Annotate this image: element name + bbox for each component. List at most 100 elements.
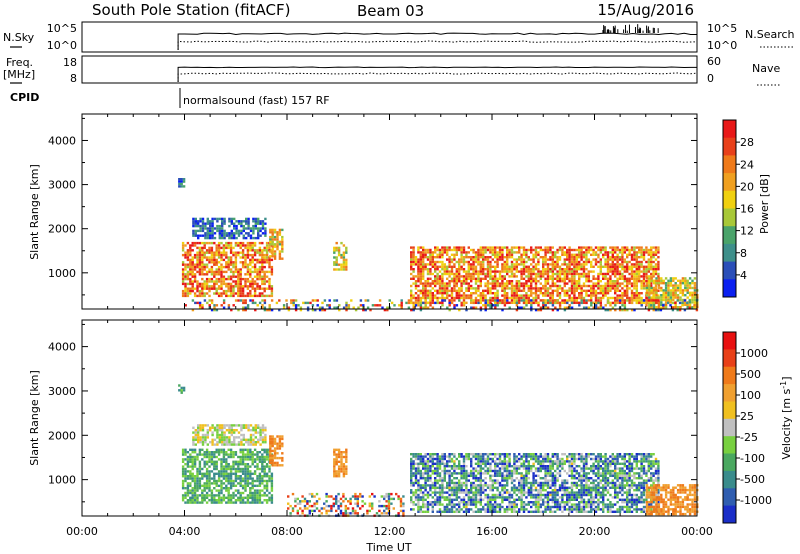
heatmap-cell xyxy=(465,474,468,477)
heatmap-cell xyxy=(657,251,660,254)
heatmap-cell xyxy=(216,217,219,221)
heatmap-cell xyxy=(269,240,272,244)
heatmap-cell xyxy=(333,299,336,302)
heatmap-cell xyxy=(506,248,509,252)
heatmap-cell xyxy=(273,464,277,467)
heatmap-cell xyxy=(448,484,451,487)
heatmap-cell xyxy=(223,424,226,427)
heatmap-cell xyxy=(184,496,187,499)
heatmap-cell xyxy=(532,296,535,300)
heatmap-cell xyxy=(198,251,202,254)
heatmap-cell xyxy=(530,268,533,271)
colorbar-tick-label: 4 xyxy=(740,269,747,282)
heatmap-cell xyxy=(635,256,638,259)
heatmap-cell xyxy=(654,263,658,266)
heatmap-cell xyxy=(465,486,468,489)
heatmap-cell xyxy=(570,260,574,264)
heatmap-cell xyxy=(563,282,566,285)
heatmap-cell xyxy=(453,477,456,480)
heatmap-cell xyxy=(578,248,581,252)
heatmap-cell xyxy=(412,474,415,477)
heatmap-cell xyxy=(453,272,456,276)
heatmap-cell xyxy=(582,301,586,304)
heatmap-cell xyxy=(549,299,552,302)
heatmap-cell xyxy=(594,306,598,309)
heatmap-cell xyxy=(249,261,252,264)
heatmap-cell xyxy=(241,448,245,451)
heatmap-cell xyxy=(237,282,240,286)
heatmap-cell xyxy=(621,253,624,256)
heatmap-cell xyxy=(259,433,262,437)
heatmap-cell xyxy=(263,277,266,281)
heatmap-cell xyxy=(189,244,192,247)
heatmap-cell xyxy=(225,277,228,281)
heatmap-cell xyxy=(455,284,458,288)
heatmap-cell xyxy=(575,260,578,264)
heatmap-cell xyxy=(575,263,578,266)
heatmap-cell xyxy=(431,280,434,283)
heatmap-cell xyxy=(628,301,631,304)
heatmap-cell xyxy=(235,443,238,446)
heatmap-cell xyxy=(657,289,660,292)
heatmap-cell xyxy=(592,258,595,261)
heatmap-cell xyxy=(261,251,264,254)
heatmap-cell xyxy=(410,484,413,487)
heatmap-cell xyxy=(453,287,456,290)
heatmap-cell xyxy=(530,270,533,273)
heatmap-cell xyxy=(251,453,254,456)
heatmap-cell xyxy=(448,265,451,268)
heatmap-cell xyxy=(532,253,535,256)
heatmap-cell xyxy=(261,306,264,309)
heatmap-cell xyxy=(614,248,617,252)
heatmap-cell xyxy=(446,289,449,292)
heatmap-cell xyxy=(431,508,434,511)
heatmap-cell xyxy=(455,292,458,295)
heatmap-cell xyxy=(530,258,533,261)
heatmap-cell xyxy=(216,436,219,439)
heatmap-cell xyxy=(657,248,660,252)
heatmap-cell xyxy=(218,429,221,432)
heatmap-cell xyxy=(220,487,223,490)
heatmap-cell xyxy=(472,493,475,497)
heatmap-cell xyxy=(234,268,238,271)
heatmap-cell xyxy=(204,234,207,237)
heatmap-cell xyxy=(424,472,427,475)
heatmap-cell xyxy=(208,285,211,288)
heatmap-cell xyxy=(498,246,502,249)
heatmap-cell xyxy=(498,282,502,285)
heatmap-cell xyxy=(205,479,209,483)
heatmap-cell xyxy=(525,275,528,278)
heatmap-cell xyxy=(253,253,257,257)
heatmap-cell xyxy=(240,220,243,223)
heatmap-cell xyxy=(534,268,538,271)
heatmap-cell xyxy=(645,248,648,252)
heatmap-cell xyxy=(244,482,247,485)
heatmap-cell xyxy=(239,475,242,478)
heatmap-cell xyxy=(424,481,427,485)
heatmap-cell xyxy=(448,275,451,278)
heatmap-cell xyxy=(686,291,689,294)
heatmap-cell xyxy=(424,282,427,285)
heatmap-cell xyxy=(479,282,482,285)
heatmap-cell xyxy=(556,272,559,276)
heatmap-cell xyxy=(640,253,643,256)
heatmap-cell xyxy=(261,277,264,281)
heatmap-cell xyxy=(204,224,207,228)
heatmap-cell xyxy=(534,253,538,256)
heatmap-cell xyxy=(518,284,521,288)
heatmap-cell xyxy=(205,282,209,286)
heatmap-cell xyxy=(650,272,653,276)
heatmap-cell xyxy=(489,292,492,295)
heatmap-cell xyxy=(686,279,689,282)
heatmap-cell xyxy=(222,496,226,499)
heatmap-cell xyxy=(558,277,562,280)
heatmap-cell xyxy=(611,301,615,305)
heatmap-cell xyxy=(453,505,456,509)
heatmap-cell xyxy=(422,287,425,290)
heatmap-cell xyxy=(253,458,257,461)
heatmap-cell xyxy=(570,301,574,305)
heatmap-cell xyxy=(217,253,221,257)
heatmap-cell xyxy=(539,272,542,276)
heatmap-cell xyxy=(438,292,442,295)
